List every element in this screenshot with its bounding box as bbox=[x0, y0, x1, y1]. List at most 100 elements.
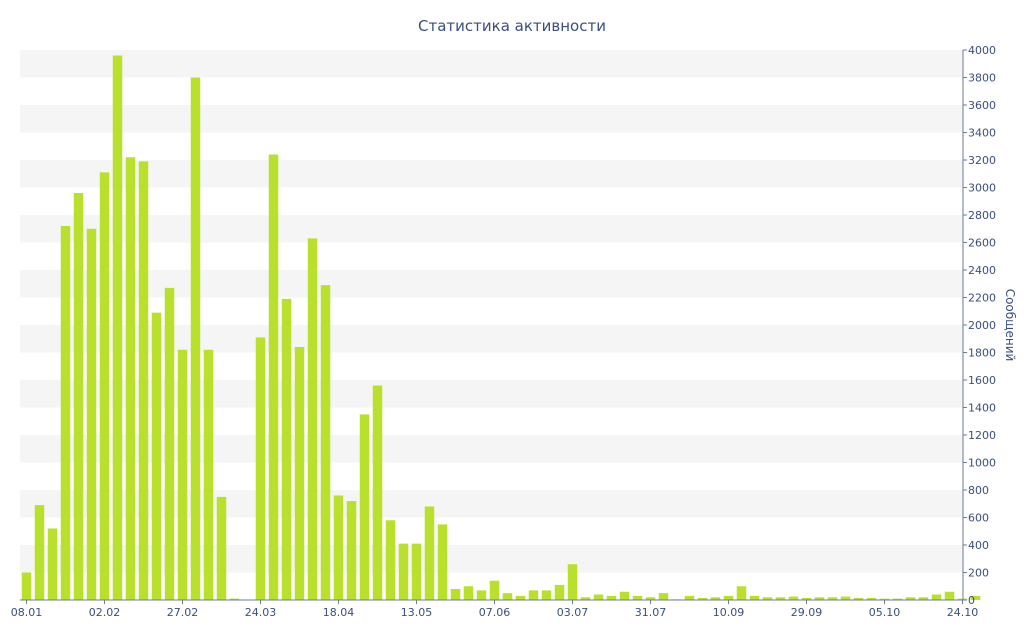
bar bbox=[476, 590, 487, 601]
bar bbox=[918, 597, 929, 600]
bar bbox=[710, 597, 721, 600]
bar bbox=[463, 586, 474, 600]
bar bbox=[658, 593, 669, 601]
grid-band bbox=[20, 50, 963, 78]
bars bbox=[21, 55, 981, 601]
y-tick-label: 3600 bbox=[968, 99, 996, 112]
bar bbox=[60, 226, 71, 600]
bar bbox=[723, 595, 734, 601]
x-tick-label: 13.05 bbox=[401, 606, 433, 619]
x-tick-label: 24.10 bbox=[947, 606, 979, 619]
x-tick-label: 10.09 bbox=[713, 606, 745, 619]
x-tick-label: 07.06 bbox=[479, 606, 511, 619]
bar bbox=[450, 589, 461, 600]
bar bbox=[970, 595, 981, 601]
bar bbox=[216, 496, 227, 601]
bar bbox=[788, 596, 799, 600]
bar bbox=[931, 594, 942, 600]
bar bbox=[580, 597, 591, 600]
bar bbox=[151, 312, 162, 601]
bar bbox=[125, 157, 136, 600]
bar bbox=[697, 597, 708, 600]
grid-band bbox=[20, 380, 963, 408]
y-tick-label: 1000 bbox=[968, 457, 996, 470]
y-tick-label: 3000 bbox=[968, 182, 996, 195]
bar bbox=[34, 505, 45, 601]
bar bbox=[268, 154, 279, 600]
grid-band bbox=[20, 325, 963, 353]
x-tick-label: 18.04 bbox=[323, 606, 355, 619]
x-tick-label: 29.09 bbox=[791, 606, 823, 619]
y-tick-label: 3200 bbox=[968, 154, 996, 167]
bar bbox=[619, 591, 630, 600]
bar bbox=[801, 597, 812, 600]
bar bbox=[229, 598, 240, 601]
bar bbox=[632, 595, 643, 601]
y-tick-label: 3800 bbox=[968, 72, 996, 85]
grid-band bbox=[20, 105, 963, 133]
bar bbox=[164, 287, 175, 601]
bar bbox=[21, 572, 32, 600]
bar bbox=[645, 597, 656, 600]
bar bbox=[489, 580, 500, 600]
bar bbox=[749, 595, 760, 601]
bar bbox=[892, 598, 903, 601]
y-tick-label: 1200 bbox=[968, 429, 996, 442]
bar bbox=[307, 238, 318, 601]
bar bbox=[736, 586, 747, 600]
bar bbox=[840, 596, 851, 600]
bar bbox=[905, 597, 916, 600]
bar bbox=[879, 598, 890, 601]
bar bbox=[333, 495, 344, 600]
bar bbox=[515, 595, 526, 601]
bar bbox=[294, 347, 305, 600]
bar bbox=[372, 385, 383, 600]
bar bbox=[775, 597, 786, 600]
grid-band bbox=[20, 545, 963, 573]
bar bbox=[346, 501, 357, 600]
bar bbox=[944, 591, 955, 600]
grid-band bbox=[20, 215, 963, 243]
y-tick-label: 2400 bbox=[968, 264, 996, 277]
x-tick-label: 31.07 bbox=[635, 606, 667, 619]
chart-title: Статистика активности bbox=[418, 17, 606, 35]
y-axis-label: Сообщений bbox=[1003, 289, 1017, 362]
y-tick-label: 2200 bbox=[968, 292, 996, 305]
bar bbox=[398, 543, 409, 601]
y-tick-label: 3400 bbox=[968, 127, 996, 140]
bar bbox=[203, 349, 214, 600]
bar bbox=[86, 228, 97, 600]
bar bbox=[190, 77, 201, 600]
y-tick-label: 1400 bbox=[968, 402, 996, 415]
y-tick-label: 2600 bbox=[968, 237, 996, 250]
bar bbox=[684, 595, 695, 601]
bar bbox=[541, 590, 552, 601]
grid-band bbox=[20, 270, 963, 298]
grid-band bbox=[20, 435, 963, 463]
y-tick-label: 4000 bbox=[968, 44, 996, 57]
bar bbox=[827, 597, 838, 600]
x-axis: 08.01 02.02 27.02 24.03 18.04 13.05 07.06 03.07… bbox=[11, 600, 979, 619]
y-tick-label: 1800 bbox=[968, 347, 996, 360]
grid-band bbox=[20, 490, 963, 518]
bar bbox=[177, 349, 188, 600]
x-tick-label: 03.07 bbox=[557, 606, 589, 619]
y-tick-label: 1600 bbox=[968, 374, 996, 387]
bar bbox=[424, 506, 435, 600]
y-tick-label: 2000 bbox=[968, 319, 996, 332]
x-tick-label: 02.02 bbox=[89, 606, 121, 619]
bar bbox=[567, 564, 578, 600]
bar bbox=[112, 55, 123, 600]
y-tick-label: 400 bbox=[968, 539, 989, 552]
bar bbox=[320, 285, 331, 601]
bar bbox=[866, 597, 877, 600]
y-tick-label: 600 bbox=[968, 512, 989, 525]
y-tick-label: 800 bbox=[968, 484, 989, 497]
bar bbox=[762, 597, 773, 600]
grid-bands bbox=[20, 50, 963, 573]
bar bbox=[281, 298, 292, 601]
x-tick-label: 08.01 bbox=[11, 606, 43, 619]
bar bbox=[853, 597, 864, 600]
x-tick-label: 27.02 bbox=[167, 606, 199, 619]
